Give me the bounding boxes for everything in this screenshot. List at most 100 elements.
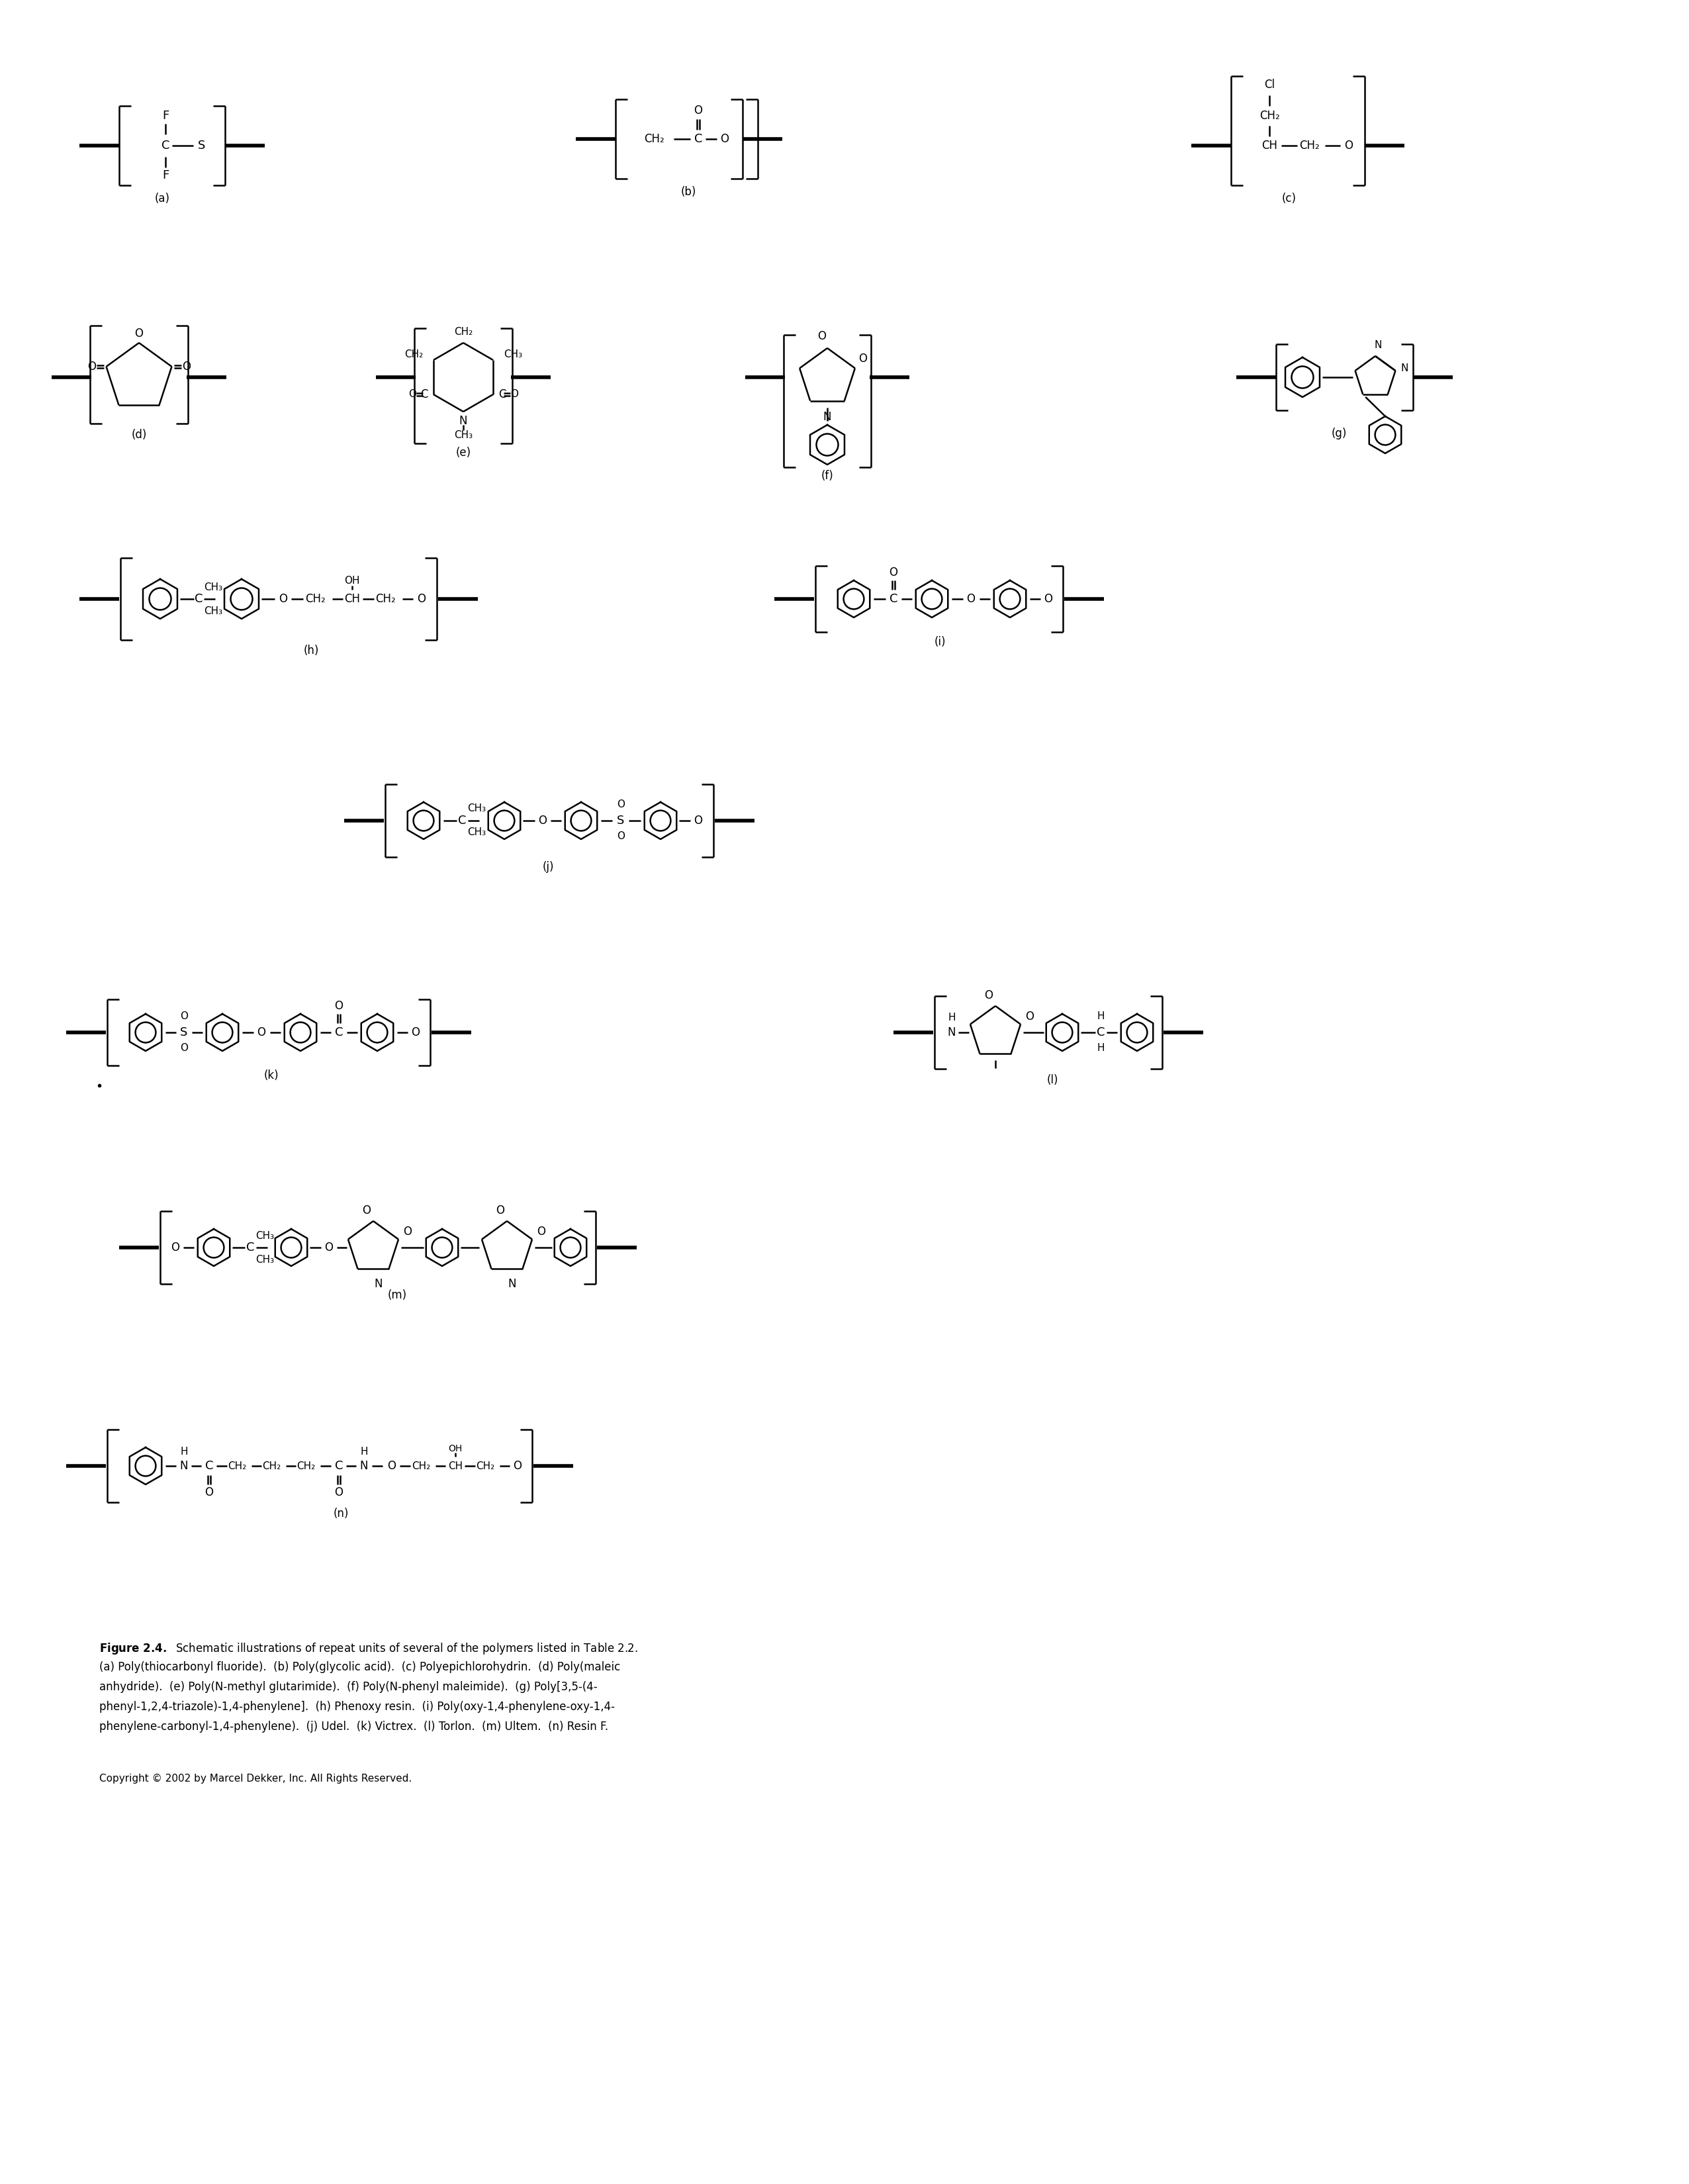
Text: O: O	[616, 832, 625, 841]
Text: S: S	[181, 1026, 187, 1037]
Text: O: O	[387, 1459, 397, 1472]
Text: CH₂: CH₂	[228, 1461, 247, 1470]
Text: H: H	[1096, 1011, 1105, 1022]
Text: C: C	[334, 1459, 343, 1472]
Text: O: O	[985, 989, 993, 1000]
Text: O: O	[510, 389, 519, 400]
Text: (i): (i)	[934, 636, 946, 649]
Text: (h): (h)	[304, 644, 319, 657]
Text: $\mathbf{Figure\ 2.4.}$  Schematic illustrations of repeat units of several of t: $\mathbf{Figure\ 2.4.}$ Schematic illust…	[100, 1642, 638, 1655]
Text: O: O	[409, 389, 415, 400]
Text: C: C	[458, 815, 466, 826]
Text: O: O	[181, 1044, 187, 1053]
Text: (l): (l)	[1047, 1075, 1057, 1085]
Text: (k): (k)	[263, 1070, 279, 1081]
Text: N: N	[1400, 363, 1409, 373]
Text: (m): (m)	[387, 1289, 407, 1302]
Text: CH₂: CH₂	[476, 1461, 495, 1470]
Text: (b): (b)	[681, 186, 696, 199]
Text: Cl: Cl	[1263, 79, 1275, 92]
Text: O: O	[417, 594, 426, 605]
Text: Copyright © 2002 by Marcel Dekker, Inc. All Rights Reserved.: Copyright © 2002 by Marcel Dekker, Inc. …	[100, 1773, 412, 1784]
Text: F: F	[162, 109, 169, 122]
Text: O: O	[966, 594, 975, 605]
Text: C: C	[162, 140, 169, 151]
Text: CH₂: CH₂	[412, 1461, 431, 1470]
Text: S: S	[616, 815, 625, 826]
Text: O: O	[257, 1026, 265, 1037]
Text: OH: OH	[345, 574, 360, 585]
Text: C: C	[421, 389, 427, 400]
Text: CH₂: CH₂	[404, 349, 422, 360]
Text: O: O	[694, 105, 703, 116]
Text: O: O	[1344, 140, 1353, 151]
Text: CH₂: CH₂	[296, 1461, 316, 1470]
Text: (d): (d)	[132, 428, 147, 441]
Text: O: O	[88, 360, 96, 373]
Text: N: N	[508, 1278, 517, 1291]
Text: H: H	[360, 1446, 368, 1457]
Text: CH₂: CH₂	[644, 133, 664, 144]
Text: O: O	[182, 360, 191, 373]
Text: S: S	[198, 140, 206, 151]
Text: O: O	[539, 815, 547, 826]
Text: CH: CH	[448, 1461, 463, 1470]
Text: C: C	[694, 133, 703, 144]
Text: C: C	[498, 389, 507, 400]
Text: N: N	[1375, 341, 1382, 349]
Text: N: N	[360, 1459, 368, 1472]
Text: H: H	[948, 1013, 956, 1022]
Text: CH₃: CH₃	[255, 1230, 274, 1241]
Text: O: O	[858, 354, 866, 365]
Text: (a): (a)	[154, 192, 171, 205]
Text: CH₂: CH₂	[454, 328, 473, 336]
Text: O: O	[513, 1459, 522, 1472]
Text: N: N	[179, 1459, 187, 1472]
Text: CH₃: CH₃	[468, 804, 486, 815]
Text: O: O	[817, 330, 826, 343]
Text: CH₂: CH₂	[262, 1461, 280, 1470]
Text: O: O	[279, 594, 287, 605]
Text: OH: OH	[448, 1444, 463, 1452]
Text: O: O	[412, 1026, 421, 1037]
Text: CH₃: CH₃	[468, 828, 486, 836]
Text: C: C	[890, 594, 897, 605]
Text: O: O	[721, 133, 730, 144]
Text: phenyl-1,2,4-triazole)-1,4-phenylene].  (h) Phenoxy resin.  (i) Poly(oxy-1,4-phe: phenyl-1,2,4-triazole)-1,4-phenylene]. (…	[100, 1701, 615, 1712]
Text: CH₃: CH₃	[255, 1254, 274, 1265]
Text: CH₂: CH₂	[1299, 140, 1319, 151]
Text: (e): (e)	[456, 448, 471, 459]
Text: O: O	[497, 1206, 505, 1216]
Text: C: C	[204, 1459, 213, 1472]
Text: (n): (n)	[333, 1507, 348, 1520]
Text: O: O	[334, 1487, 343, 1498]
Text: O: O	[694, 815, 703, 826]
Text: O: O	[334, 1000, 343, 1011]
Text: (j): (j)	[542, 860, 554, 874]
Text: C: C	[334, 1026, 343, 1037]
Text: CH₂: CH₂	[375, 594, 395, 605]
Text: O: O	[181, 1011, 187, 1022]
Text: O: O	[1025, 1011, 1034, 1022]
Text: CH₃: CH₃	[204, 605, 223, 616]
Text: CH₂: CH₂	[1260, 109, 1280, 122]
Text: O: O	[171, 1241, 179, 1254]
Text: N: N	[823, 411, 831, 424]
Text: C: C	[247, 1241, 255, 1254]
Text: CH₃: CH₃	[204, 583, 223, 592]
Text: C: C	[1096, 1026, 1105, 1037]
Text: CH₂: CH₂	[304, 594, 326, 605]
Text: H: H	[1096, 1044, 1105, 1053]
Text: anhydride).  (e) Poly(N-methyl glutarimide).  (f) Poly(N-phenyl maleimide).  (g): anhydride). (e) Poly(N-methyl glutarimid…	[100, 1682, 598, 1693]
Text: O: O	[363, 1206, 372, 1216]
Text: (f): (f)	[821, 470, 833, 483]
Text: N: N	[948, 1026, 956, 1037]
Text: CH: CH	[345, 594, 360, 605]
Text: N: N	[375, 1278, 383, 1291]
Text: O: O	[404, 1225, 412, 1238]
Text: CH₃: CH₃	[454, 430, 473, 441]
Text: O: O	[204, 1487, 213, 1498]
Text: O: O	[324, 1241, 333, 1254]
Text: N: N	[459, 415, 468, 426]
Text: CH₃: CH₃	[503, 349, 522, 360]
